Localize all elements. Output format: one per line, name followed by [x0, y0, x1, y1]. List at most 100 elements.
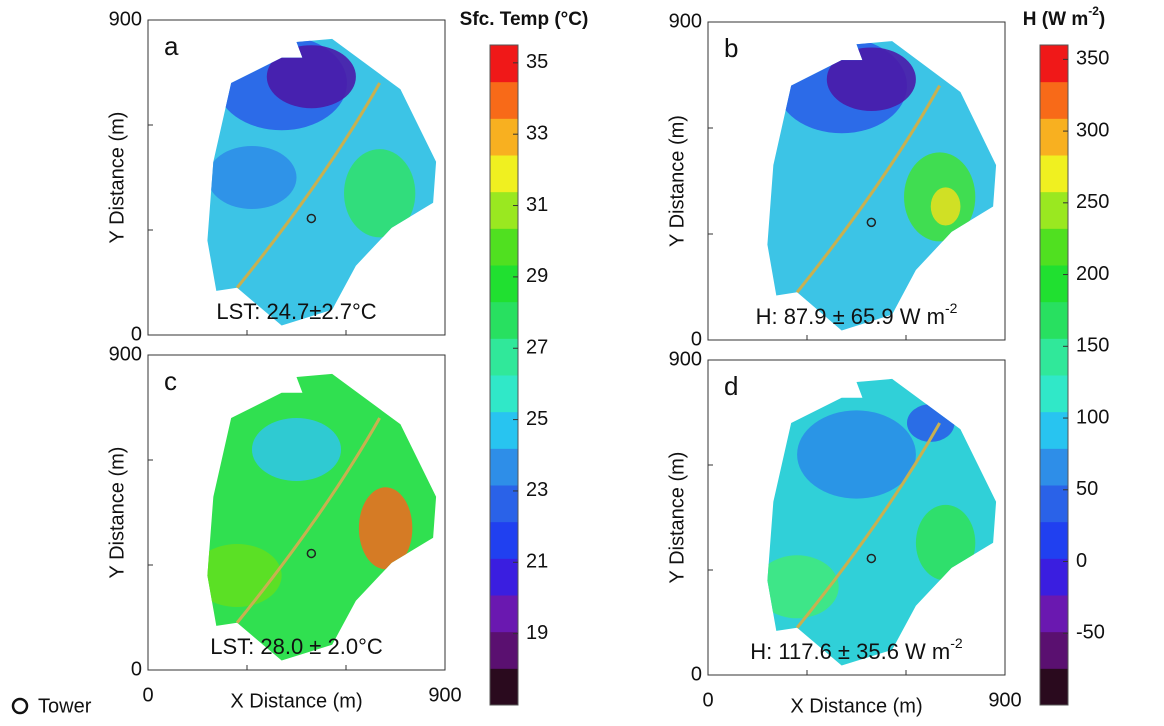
plot-frame — [707, 359, 1006, 676]
colorbar-tick-label: 350 — [1076, 48, 1109, 70]
colorbar-band — [490, 118, 518, 156]
colorbar-frame — [1039, 44, 1069, 706]
map-image — [207, 38, 437, 326]
colorbar-band — [1040, 45, 1068, 83]
colorbar-band — [490, 375, 518, 413]
annotation-sup: -2 — [945, 300, 958, 316]
plot-frame — [147, 19, 446, 336]
colorbar-title-text: Sfc. Temp (°C) — [460, 9, 589, 30]
map-patch — [797, 410, 916, 499]
colorbar-tick-label: 33 — [526, 122, 548, 144]
y-tick-label: 900 — [669, 348, 702, 370]
colorbar-tick-label: 35 — [526, 51, 548, 73]
colorbar-band — [490, 668, 518, 706]
colorbar-tick-label: 100 — [1076, 406, 1109, 428]
map-patch — [358, 487, 413, 570]
colorbar-band — [490, 631, 518, 669]
y-tick-label: 0 — [131, 658, 142, 680]
colorbar-tick-label: 23 — [526, 479, 548, 501]
colorbar-title: Sfc. Temp (°C) — [460, 9, 589, 30]
annotation-text: H: 117.6 ± 35.6 W m — [750, 639, 950, 664]
colorbar-band — [1040, 228, 1068, 266]
panel-annotation: LST: 24.7±2.7°C — [216, 299, 376, 324]
map-patch — [266, 45, 356, 109]
panel-letter: a — [164, 31, 179, 61]
map-patch — [251, 418, 342, 481]
colorbar-title-end: ) — [1099, 9, 1105, 30]
panel-annotation: LST: 28.0 ± 2.0°C — [210, 634, 383, 659]
colorbar-band — [490, 265, 518, 303]
panel-letter: b — [724, 33, 738, 63]
annotation-text: H: 87.9 ± 65.9 W m — [756, 304, 945, 329]
y-tick-label: 900 — [109, 8, 142, 30]
colorbar-band — [1040, 155, 1068, 193]
colorbar-band — [490, 448, 518, 486]
map-image — [767, 41, 997, 331]
colorbar-band — [490, 228, 518, 266]
colorbar-title-text: H (W m — [1023, 9, 1088, 30]
road — [235, 417, 381, 624]
annotation-text: LST: 28.0 ± 2.0°C — [210, 634, 383, 659]
colorbar-band — [1040, 558, 1068, 596]
annotation-text: LST: 24.7±2.7°C — [216, 299, 376, 324]
colorbar-band — [1040, 411, 1068, 449]
y-tick-label: 0 — [691, 328, 702, 350]
colorbar-band — [490, 558, 518, 596]
road — [235, 82, 381, 289]
colorbar-tick-label: 250 — [1076, 191, 1109, 213]
colorbar-band — [490, 595, 518, 633]
colorbar-tick-label: 50 — [1076, 478, 1098, 500]
legend-marker — [11, 697, 29, 715]
x-tick-label: 0 — [702, 689, 713, 711]
panel-annotation: H: 87.9 ± 65.9 W m-2 — [756, 300, 958, 329]
colorbar-band — [1040, 265, 1068, 303]
colorbar-tick-label: 27 — [526, 337, 548, 359]
colorbar-band — [490, 81, 518, 119]
y-axis-label: Y Distance (m) — [666, 452, 688, 584]
x-axis-label: X Distance (m) — [230, 690, 362, 712]
panel-letter: d — [724, 371, 738, 401]
legend-label: Tower — [38, 695, 92, 717]
colorbar-tick-label: 25 — [526, 408, 548, 430]
colorbar-band — [1040, 191, 1068, 229]
y-tick-label: 0 — [131, 323, 142, 345]
colorbar-band — [490, 191, 518, 229]
y-tick-label: 0 — [691, 663, 702, 685]
colorbar-tick-label: 150 — [1076, 335, 1109, 357]
y-axis-label: Y Distance (m) — [106, 447, 128, 579]
map-patch — [930, 187, 961, 226]
panel-letter: c — [164, 366, 177, 396]
colorbar-band — [1040, 668, 1068, 706]
map-image — [207, 373, 437, 661]
road — [795, 84, 941, 294]
colorbar-band — [490, 155, 518, 193]
colorbar-band — [490, 338, 518, 376]
y-axis-label: Y Distance (m) — [666, 115, 688, 247]
map-patch — [915, 504, 976, 581]
colorbar-tick-label: 0 — [1076, 550, 1087, 572]
tower — [306, 548, 317, 559]
colorbar-tick-label: 300 — [1076, 119, 1109, 141]
map-patch — [344, 149, 416, 238]
x-axis-label: X Distance (m) — [790, 695, 922, 717]
colorbar-band — [1040, 595, 1068, 633]
map-patch — [767, 555, 839, 619]
colorbar-band — [490, 45, 518, 83]
tower — [866, 217, 877, 228]
colorbar-band — [1040, 301, 1068, 339]
colorbar-band — [1040, 375, 1068, 413]
colorbar-tick-label: 200 — [1076, 263, 1109, 285]
colorbar-band — [1040, 338, 1068, 376]
colorbar-tick-label: 19 — [526, 622, 548, 644]
colorbar-band — [490, 521, 518, 559]
road — [795, 422, 941, 629]
colorbar-band — [1040, 448, 1068, 486]
colorbar-band — [1040, 118, 1068, 156]
map-patch — [207, 146, 297, 209]
colorbar-title: H (W m-2) — [1023, 4, 1105, 30]
annotation-sup: -2 — [950, 635, 963, 651]
y-tick-label: 900 — [669, 10, 702, 32]
colorbar-title-sup: -2 — [1088, 4, 1099, 18]
x-tick-label: 900 — [988, 689, 1021, 711]
